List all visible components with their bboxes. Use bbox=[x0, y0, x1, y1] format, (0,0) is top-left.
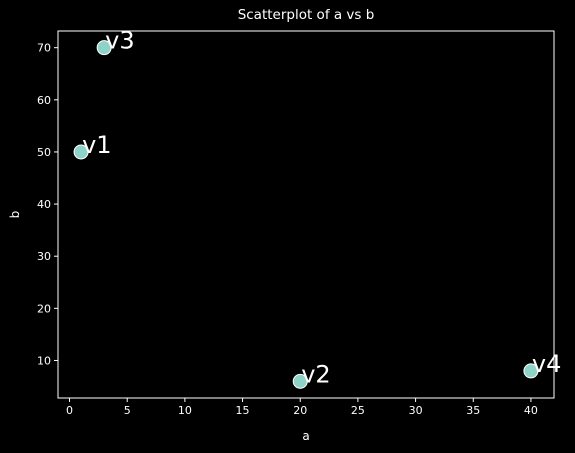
x-tick-label: 5 bbox=[124, 404, 131, 417]
x-tick-label: 20 bbox=[293, 404, 307, 417]
x-tick-label: 15 bbox=[236, 404, 250, 417]
data-point-v2 bbox=[292, 373, 308, 389]
y-tick-label: 40 bbox=[37, 198, 51, 211]
y-axis-ticks: 10 20 30 40 50 60 70 bbox=[37, 42, 58, 367]
point-label-v2: v2 bbox=[301, 360, 330, 388]
data-point-v4 bbox=[523, 363, 539, 379]
data-point-v1 bbox=[73, 144, 89, 160]
y-tick-label: 20 bbox=[37, 302, 51, 315]
y-axis-label: b bbox=[8, 211, 22, 219]
data-point-v3 bbox=[96, 40, 112, 56]
y-tick-label: 50 bbox=[37, 146, 51, 159]
x-axis-label: a bbox=[302, 429, 309, 443]
chart-title: Scatterplot of a vs b bbox=[238, 7, 375, 23]
x-tick-label: 0 bbox=[66, 404, 73, 417]
plot-frame bbox=[57, 30, 555, 399]
x-tick-label: 10 bbox=[178, 404, 192, 417]
x-axis-ticks: 0 5 10 15 20 25 30 35 40 bbox=[66, 398, 538, 417]
x-tick-label: 30 bbox=[409, 404, 423, 417]
x-tick-label: 40 bbox=[524, 404, 538, 417]
x-tick-label: 25 bbox=[351, 404, 365, 417]
x-tick-label: 35 bbox=[466, 404, 480, 417]
y-tick-label: 70 bbox=[37, 42, 51, 55]
y-tick-label: 60 bbox=[37, 94, 51, 107]
point-label-v1: v1 bbox=[82, 131, 111, 159]
y-tick-label: 30 bbox=[37, 250, 51, 263]
point-label-v4: v4 bbox=[532, 350, 561, 378]
y-tick-label: 10 bbox=[37, 354, 51, 367]
